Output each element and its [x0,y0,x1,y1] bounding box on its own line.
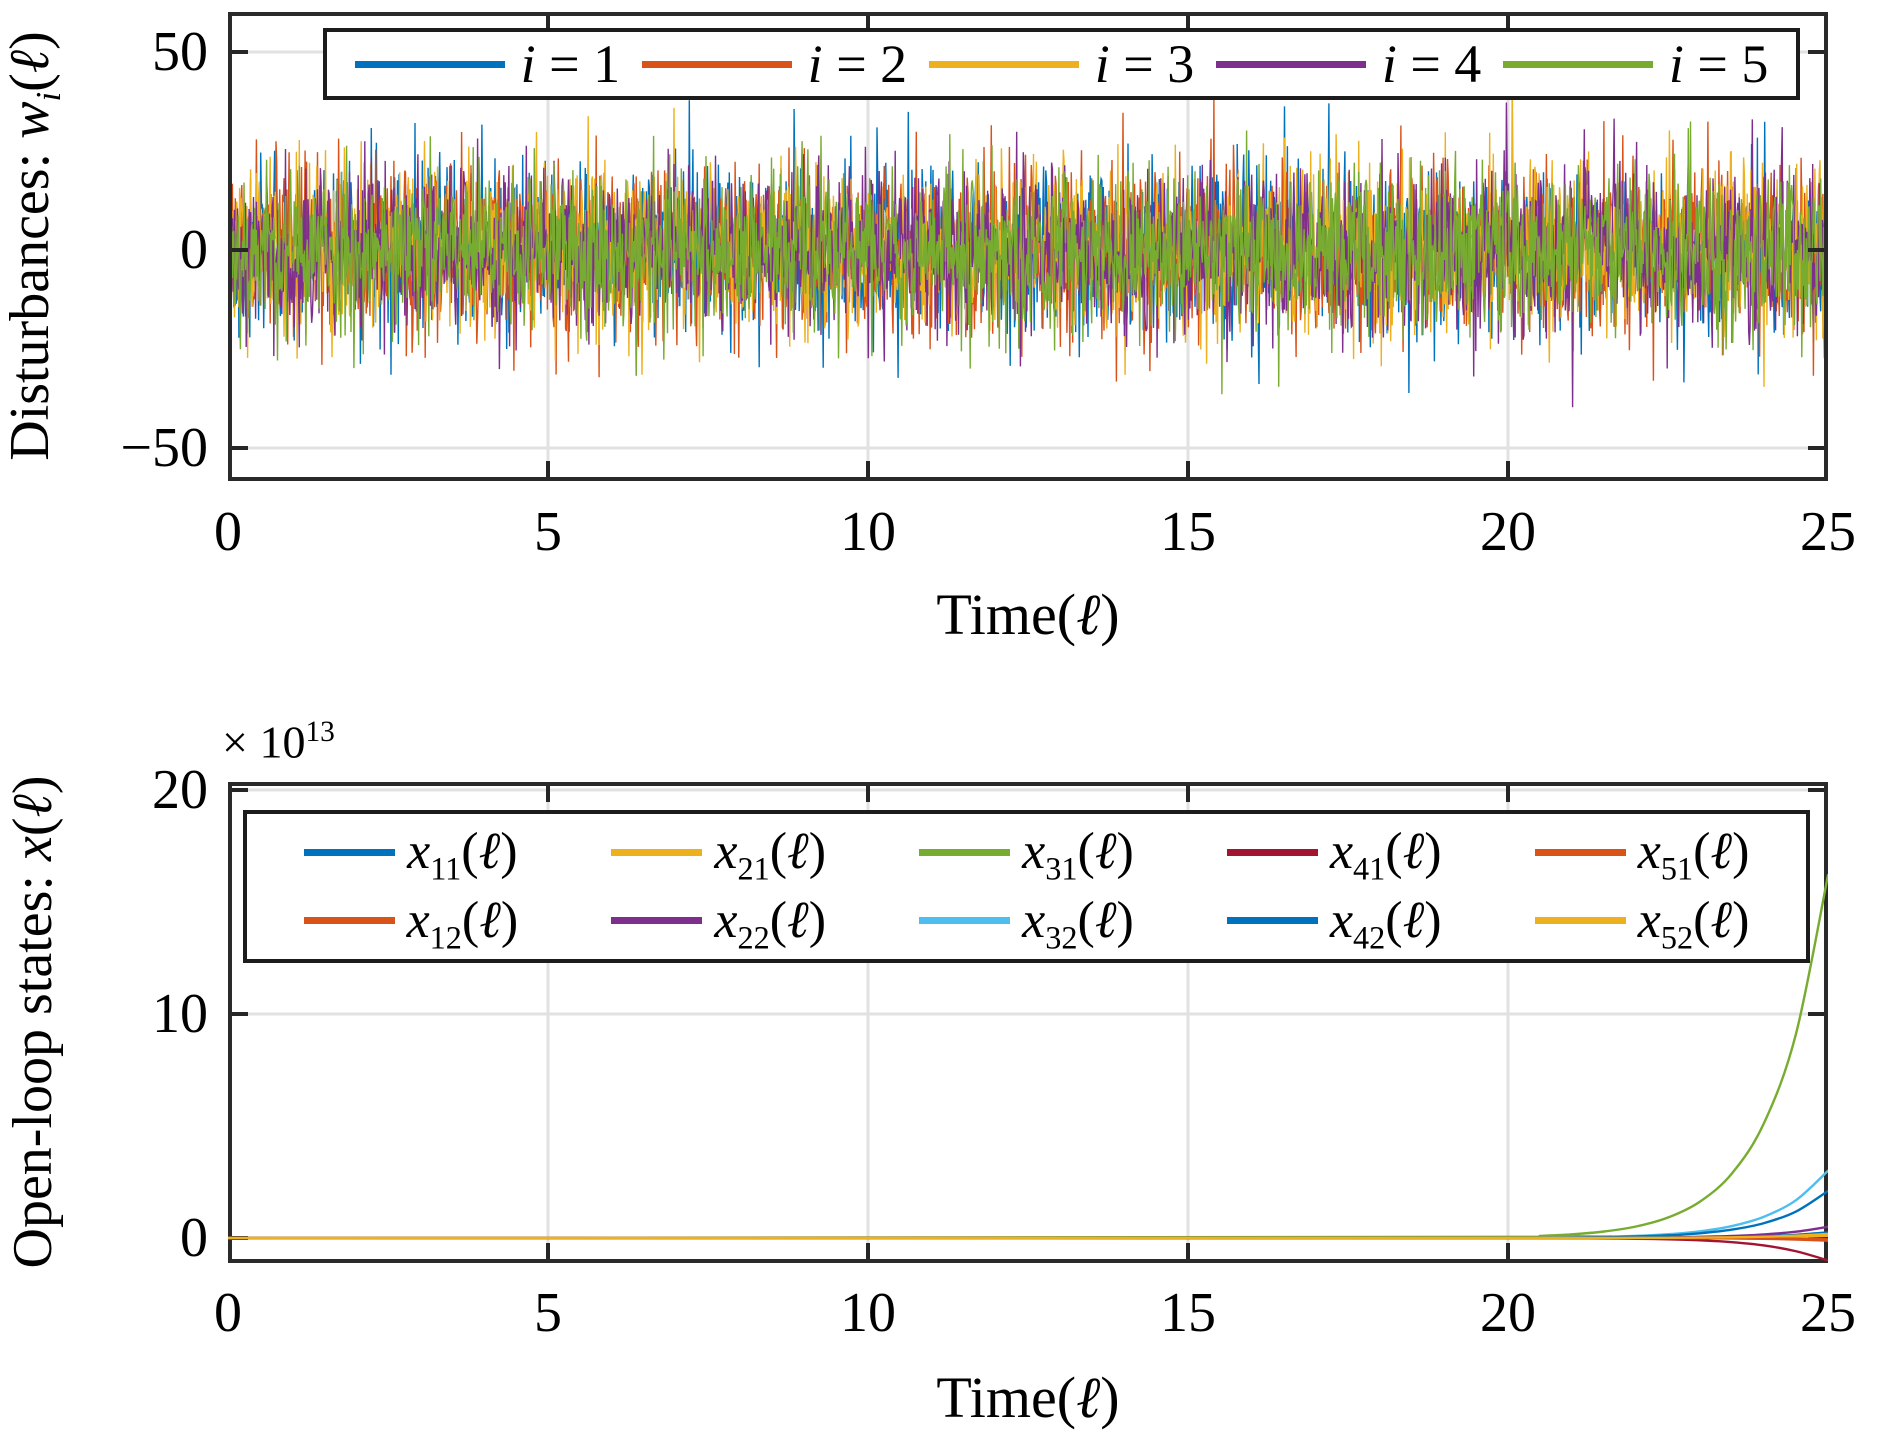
open-loop-axis-label: Open-loop states: x(ℓ) [2,775,65,1269]
legend-line-sample [611,917,703,925]
y-tick-label: 50 [152,21,208,83]
legend-line-sample [1226,917,1318,925]
legend-label: x32(ℓ) [1022,891,1134,956]
x-tick-label: 5 [534,1282,562,1344]
legend-label: i = 4 [1381,34,1482,94]
x-tick-label: 0 [214,501,242,563]
legend-item-x41: x41(ℓ) [1226,823,1442,887]
time-axis-label: Time(ℓ) [936,1365,1120,1430]
legend-line-sample [919,848,1011,856]
legend-line-sample [1534,917,1626,925]
legend-label: x12(ℓ) [406,891,519,956]
legend-item-i1: i = 1 [354,34,621,94]
x-tick-label: 5 [534,501,562,563]
legend-label: i = 1 [520,34,621,94]
legend-line-sample [928,60,1079,68]
x-tick-label: 20 [1480,501,1536,563]
noise-series-i5 [228,121,1828,395]
legend-item-i3: i = 3 [928,34,1195,94]
legend-line-sample [919,917,1011,925]
x-tick-label: 25 [1800,1282,1856,1344]
legend-item-x51: x51(ℓ) [1534,823,1750,887]
legend-label: x42(ℓ) [1329,891,1442,956]
legend-item-x52: x52(ℓ) [1534,891,1750,956]
legend-label: x21(ℓ) [714,823,827,887]
axes-box [228,12,1828,481]
legend-line-sample [1534,848,1626,856]
legend-label: i = 2 [807,34,908,94]
x-tick-label: 15 [1160,1282,1216,1344]
legend-line-sample [1215,60,1366,68]
legend-item-x22: x22(ℓ) [611,891,827,956]
legend-label: x22(ℓ) [714,891,827,956]
legend-item-x12: x12(ℓ) [303,891,519,956]
disturbances-axis-label: Disturbances: wi(ℓ) [0,31,68,461]
legend-label: x11(ℓ) [407,823,518,887]
y-tick-label: 10 [152,983,208,1045]
x-tick-label: 10 [840,501,896,563]
y-tick-label: 20 [152,759,208,821]
y-tick-label: −50 [120,417,208,479]
legend-label: i = 3 [1094,34,1195,94]
legend-line-sample [303,917,395,925]
legend-line-sample [641,60,792,68]
legend-label: x51(ℓ) [1637,823,1750,887]
legend-item-x21: x21(ℓ) [611,823,827,887]
legend-line-sample [354,60,505,68]
legend-label: x52(ℓ) [1637,891,1750,956]
legend-item-i2: i = 2 [641,34,908,94]
x-tick-label: 20 [1480,1282,1536,1344]
legend-line-sample [611,848,703,856]
legend-line-sample [304,848,396,856]
legend-item-x11: x11(ℓ) [304,823,518,887]
legend-item-i5: i = 5 [1502,34,1769,94]
legend-item-i4: i = 4 [1215,34,1482,94]
disturbances-legend: i = 1 i = 2 i = 3 i = 4 i = 5 [323,28,1800,100]
legend-label: x41(ℓ) [1329,823,1442,887]
open-loop-legend: x11(ℓ) x21(ℓ) x31(ℓ) x41(ℓ) x51(ℓ) x12(ℓ) x22(… [243,810,1810,963]
legend-line-sample [1502,60,1653,68]
x-tick-label: 0 [214,1282,242,1344]
x-tick-label: 15 [1160,501,1216,563]
time-axis-label: Time(ℓ) [936,582,1120,647]
y-tick-label: 0 [180,219,208,281]
x-tick-label: 10 [840,1282,896,1344]
legend-item-x31: x31(ℓ) [919,823,1134,887]
legend-label: x31(ℓ) [1022,823,1134,887]
legend-line-sample [1226,848,1318,856]
legend-item-x32: x32(ℓ) [919,891,1134,956]
axis-multiplier-label: × 1013 [222,716,335,768]
x-tick-label: 25 [1800,501,1856,563]
legend-item-x42: x42(ℓ) [1226,891,1442,956]
y-tick-label: 0 [180,1207,208,1269]
legend-label: i = 5 [1668,34,1769,94]
